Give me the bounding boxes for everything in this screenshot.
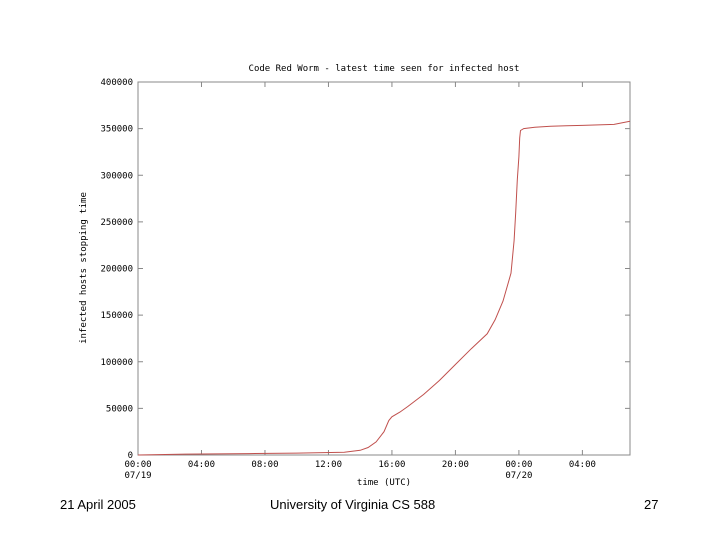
x-tick-label: 00:00 — [124, 460, 151, 470]
x-tick-label: 20:00 — [442, 460, 469, 470]
y-tick-label: 400000 — [100, 78, 133, 88]
footer-date: 21 April 2005 — [60, 497, 136, 512]
y-tick-label: 100000 — [100, 358, 133, 368]
y-tick-label: 0 — [128, 451, 133, 461]
footer-course: University of Virginia CS 588 — [270, 497, 436, 512]
x-tick-date-label: 07/19 — [124, 471, 151, 481]
y-tick-label: 200000 — [100, 265, 133, 275]
footer-page-number: 27 — [644, 497, 659, 512]
x-axis-title: time (UTC) — [357, 478, 411, 488]
y-tick-label: 300000 — [100, 171, 133, 181]
x-tick-label: 08:00 — [251, 460, 278, 470]
y-tick-label: 250000 — [100, 218, 133, 228]
x-tick-date-label: 07/20 — [505, 471, 532, 481]
x-tick-label: 16:00 — [378, 460, 405, 470]
x-tick-label: 00:00 — [505, 460, 532, 470]
y-axis: 0 50000 100000 150000 200000 250000 300000 3500… — [100, 78, 630, 461]
plot-frame — [137, 81, 631, 456]
x-tick-label: 12:00 — [315, 460, 342, 470]
y-tick-label: 350000 — [100, 125, 133, 135]
chart-title: Code Red Worm - latest time seen for inf… — [249, 64, 520, 74]
x-tick-label: 04:00 — [188, 460, 215, 470]
y-tick-label: 50000 — [106, 404, 133, 414]
chart-area: 0 50000 100000 150000 200000 250000 300000 3500… — [79, 64, 631, 488]
series-line — [137, 120, 631, 456]
x-tick-label: 04:00 — [569, 460, 596, 470]
y-axis-title: infected hosts stopping time — [79, 192, 89, 344]
y-tick-label: 150000 — [100, 311, 133, 321]
